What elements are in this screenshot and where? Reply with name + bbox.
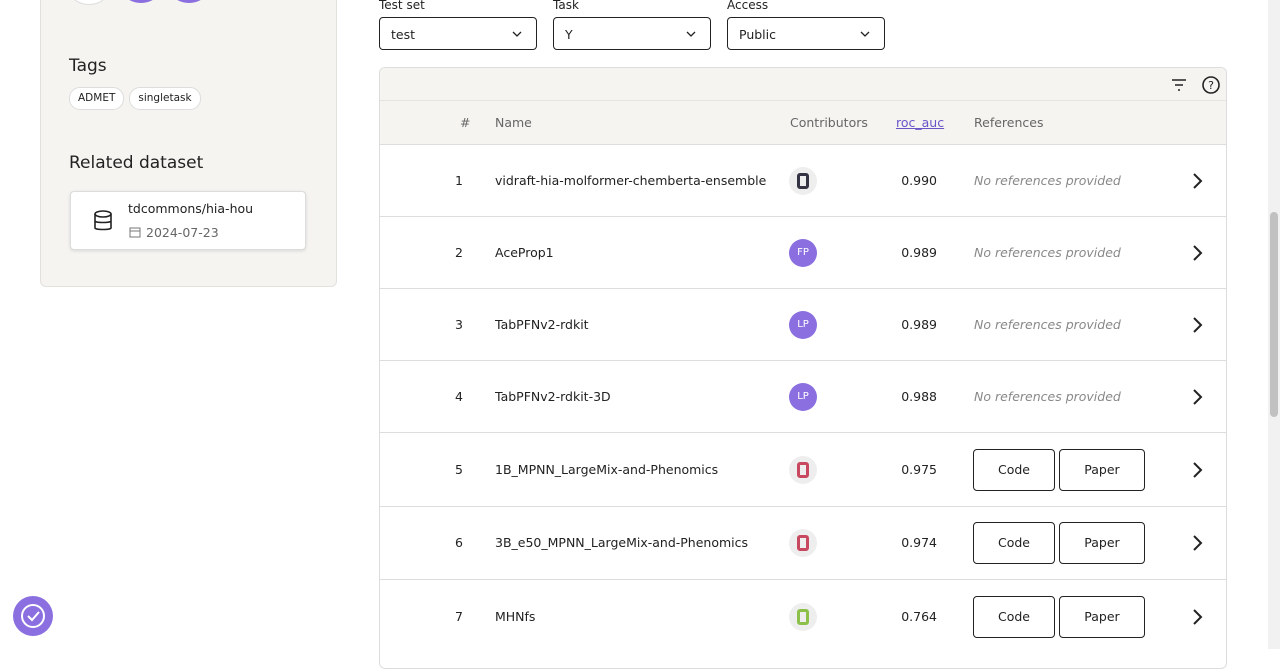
svg-text:?: ? — [1208, 79, 1214, 92]
model-name: 1B_MPNN_LargeMix-and-Phenomics — [495, 461, 719, 477]
table-row[interactable]: 7 MHNfs 0.764 Code Paper — [380, 579, 1226, 654]
tags-title: Tags — [69, 56, 107, 76]
related-title: Related dataset — [69, 153, 204, 173]
column-header: Contributors — [790, 115, 868, 130]
button-label: Paper — [1084, 608, 1120, 624]
rank: 4 — [455, 389, 463, 404]
dataset-card[interactable]: tdcommons/hia-hou 2024-07-23 — [70, 191, 306, 250]
table-row[interactable]: 2 AceProp1 FP 0.989 No references provided — [380, 216, 1226, 289]
references-empty: No references provided — [974, 245, 1121, 260]
help-icon[interactable]: ? — [1201, 75, 1221, 95]
reference-button[interactable]: Code — [973, 595, 1055, 638]
assistant-button[interactable] — [13, 596, 53, 636]
score: 0.989 — [901, 317, 937, 332]
rank: 2 — [455, 245, 463, 260]
avatar — [71, 0, 107, 5]
score: 0.988 — [901, 389, 937, 404]
table-row[interactable]: 4 TabPFNv2-rdkit-3D LP 0.988 No references p… — [380, 360, 1226, 433]
row-chevron[interactable] — [1192, 388, 1204, 406]
filter-value: test — [391, 27, 416, 42]
score: 0.990 — [901, 173, 937, 188]
avatar-mark — [797, 461, 809, 478]
table-row[interactable]: 5 1B_MPNN_LargeMix-and-Phenomics 0.975 Code… — [380, 432, 1226, 507]
calendar-icon — [129, 227, 141, 238]
dataset-date: 2024-07-23 — [146, 225, 219, 240]
button-label: Code — [997, 535, 1030, 551]
model-name: MHNfs — [495, 608, 536, 624]
row-chevron[interactable] — [1192, 534, 1204, 552]
avatar-mark — [797, 608, 809, 625]
row-chevron[interactable] — [1192, 316, 1204, 334]
model-name: 3B_e50_MPNN_LargeMix-and-Phenomics — [495, 535, 749, 551]
tag-chip[interactable]: singletask — [129, 87, 201, 110]
filter-select[interactable]: Y — [553, 17, 711, 50]
row-chevron[interactable] — [1192, 244, 1204, 262]
table-row[interactable]: 3 TabPFNv2-rdkit LP 0.989 No references prov… — [380, 288, 1226, 361]
score: 0.974 — [901, 535, 937, 551]
reference-button[interactable]: Code — [973, 522, 1055, 565]
filter-icon[interactable] — [1170, 76, 1188, 94]
reference-button[interactable]: Paper — [1059, 448, 1145, 491]
references-empty: No references provided — [974, 317, 1121, 332]
model-name: vidraft-hia-molformer-chemberta-ensemble — [495, 173, 767, 188]
table-row[interactable]: 6 3B_e50_MPNN_LargeMix-and-Phenomics 0.974… — [380, 505, 1226, 581]
row-chevron[interactable] — [1192, 608, 1204, 626]
contributor-avatar — [789, 602, 817, 631]
scrollbar[interactable] — [1268, 0, 1280, 649]
contributor-avatar — [789, 455, 817, 484]
contributor-avatar: LP — [789, 311, 817, 339]
filter-label: Test set — [379, 0, 425, 12]
references-empty: No references provided — [974, 173, 1121, 188]
contributor-avatar — [789, 167, 817, 195]
score: 0.989 — [901, 245, 937, 260]
avatar — [124, 0, 158, 3]
filter-select[interactable]: test — [379, 17, 537, 50]
scroll-thumb[interactable] — [1270, 212, 1278, 417]
filter-value: Y — [565, 27, 573, 42]
tag-chip[interactable]: ADMET — [69, 87, 125, 110]
rank: 1 — [455, 173, 463, 188]
avatar-mark — [797, 535, 809, 552]
rank: 7 — [455, 608, 463, 624]
filter-select[interactable]: Public — [727, 17, 885, 50]
table-head — [380, 68, 1226, 144]
table-row[interactable]: 1 vidraft-hia-molformer-chemberta-ensembl… — [380, 144, 1226, 217]
score: 0.975 — [901, 461, 937, 477]
references-empty: No references provided — [974, 389, 1121, 404]
button-label: Paper — [1084, 461, 1120, 477]
rank: 6 — [455, 535, 463, 551]
row-chevron[interactable] — [1192, 461, 1204, 479]
score: 0.764 — [901, 608, 937, 624]
column-header[interactable]: roc_auc — [896, 115, 945, 130]
filter-value: Public — [739, 27, 776, 42]
filter-label: Task — [553, 0, 579, 12]
dataset-name: tdcommons/hia-hou — [128, 201, 254, 216]
page: Tags ADMET singletask Related dataset tdc… — [13, 0, 1280, 669]
avatar — [172, 0, 206, 3]
button-label: Code — [997, 608, 1030, 624]
column-header: References — [974, 115, 1044, 130]
rank: 3 — [455, 317, 463, 332]
row-chevron[interactable] — [1192, 172, 1204, 190]
column-header: # — [460, 115, 471, 130]
column-header: Name — [495, 115, 532, 130]
filter-label: Access — [727, 0, 769, 12]
model-name: AceProp1 — [495, 245, 554, 260]
divider — [380, 100, 1226, 101]
tag-list: ADMET singletask — [69, 87, 201, 110]
reference-button[interactable]: Paper — [1059, 522, 1145, 565]
leaderboard-table: ? # Name Contributors roc_auc References 1 vid… — [379, 67, 1227, 669]
model-name: TabPFNv2-rdkit — [495, 317, 589, 332]
database-icon — [94, 210, 112, 231]
contributor-avatar — [789, 529, 817, 558]
reference-button[interactable]: Code — [973, 448, 1055, 491]
contributor-avatar: FP — [789, 239, 817, 267]
button-label: Code — [997, 461, 1030, 477]
avatar-mark — [797, 173, 809, 189]
reference-button[interactable]: Paper — [1059, 595, 1145, 638]
button-label: Paper — [1084, 535, 1120, 551]
rank: 5 — [455, 461, 463, 477]
contributor-avatar: LP — [789, 383, 817, 411]
model-name: TabPFNv2-rdkit-3D — [495, 389, 611, 404]
